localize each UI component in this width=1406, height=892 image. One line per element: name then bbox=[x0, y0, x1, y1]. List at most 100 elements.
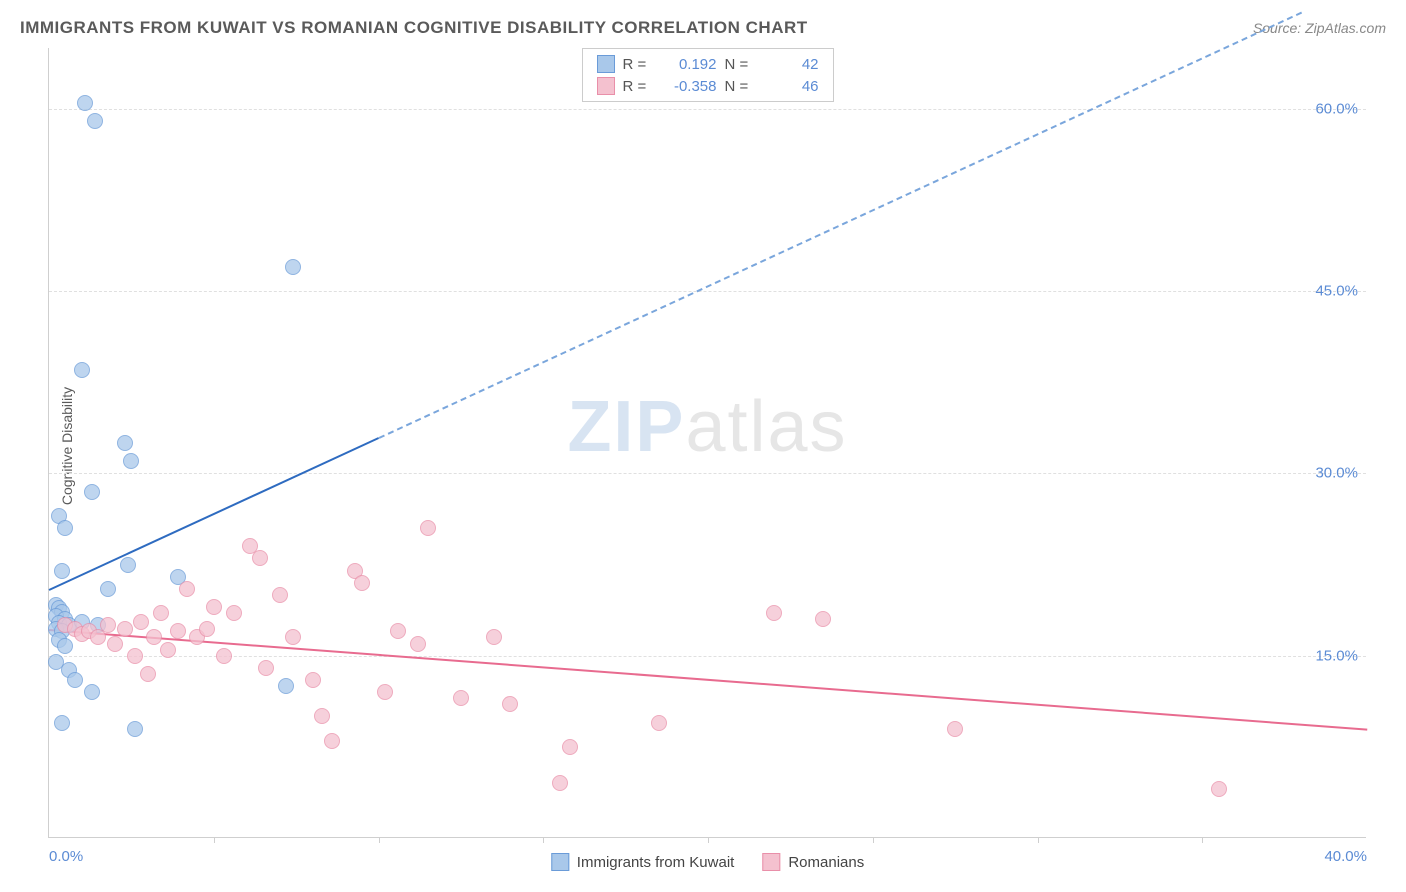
data-point bbox=[390, 623, 406, 639]
data-point bbox=[100, 581, 116, 597]
data-point bbox=[100, 617, 116, 633]
x-tick-mark bbox=[1038, 837, 1039, 843]
plot-area: ZIPatlas R = 0.192 N = 42 R = -0.358 N =… bbox=[48, 48, 1366, 838]
legend-row-series1: R = 0.192 N = 42 bbox=[583, 53, 833, 75]
data-point bbox=[160, 642, 176, 658]
data-point bbox=[285, 259, 301, 275]
data-point bbox=[377, 684, 393, 700]
data-point bbox=[258, 660, 274, 676]
data-point bbox=[153, 605, 169, 621]
data-point bbox=[57, 638, 73, 654]
x-tick-label: 0.0% bbox=[49, 848, 83, 865]
gridline bbox=[49, 291, 1366, 292]
header: IMMIGRANTS FROM KUWAIT VS ROMANIAN COGNI… bbox=[20, 18, 1386, 38]
data-point bbox=[54, 715, 70, 731]
data-point bbox=[107, 636, 123, 652]
data-point bbox=[77, 95, 93, 111]
chart-title: IMMIGRANTS FROM KUWAIT VS ROMANIAN COGNI… bbox=[20, 18, 808, 38]
data-point bbox=[552, 775, 568, 791]
y-tick-label: 30.0% bbox=[1315, 465, 1358, 482]
data-point bbox=[1211, 781, 1227, 797]
x-tick-mark bbox=[379, 837, 380, 843]
gridline bbox=[49, 656, 1366, 657]
data-point bbox=[199, 621, 215, 637]
legend-label: Romanians bbox=[788, 854, 864, 871]
x-tick-mark bbox=[708, 837, 709, 843]
legend-swatch-pink bbox=[597, 77, 615, 95]
legend-swatch-blue bbox=[551, 853, 569, 871]
gridline bbox=[49, 109, 1366, 110]
legend-label: Immigrants from Kuwait bbox=[577, 854, 735, 871]
data-point bbox=[123, 453, 139, 469]
trend-line bbox=[378, 12, 1301, 439]
data-point bbox=[252, 550, 268, 566]
legend-item-series2: Romanians bbox=[762, 853, 864, 871]
legend-swatch-pink bbox=[762, 853, 780, 871]
x-tick-label: 40.0% bbox=[1324, 848, 1367, 865]
data-point bbox=[354, 575, 370, 591]
data-point bbox=[87, 113, 103, 129]
legend-row-series2: R = -0.358 N = 46 bbox=[583, 75, 833, 97]
data-point bbox=[216, 648, 232, 664]
y-tick-label: 15.0% bbox=[1315, 647, 1358, 664]
data-point bbox=[57, 520, 73, 536]
data-point bbox=[67, 672, 83, 688]
data-point bbox=[84, 484, 100, 500]
data-point bbox=[453, 690, 469, 706]
data-point bbox=[117, 435, 133, 451]
data-point bbox=[651, 715, 667, 731]
trend-line bbox=[49, 629, 1367, 731]
data-point bbox=[146, 629, 162, 645]
data-point bbox=[140, 666, 156, 682]
data-point bbox=[324, 733, 340, 749]
legend-item-series1: Immigrants from Kuwait bbox=[551, 853, 735, 871]
source-attribution: Source: ZipAtlas.com bbox=[1253, 20, 1386, 36]
correlation-legend: R = 0.192 N = 42 R = -0.358 N = 46 bbox=[582, 48, 834, 102]
x-tick-mark bbox=[214, 837, 215, 843]
data-point bbox=[562, 739, 578, 755]
n-label: N = bbox=[725, 78, 755, 95]
data-point bbox=[314, 708, 330, 724]
data-point bbox=[133, 614, 149, 630]
data-point bbox=[127, 648, 143, 664]
r-value: -0.358 bbox=[661, 78, 717, 95]
watermark-bold: ZIP bbox=[567, 387, 685, 467]
x-tick-mark bbox=[873, 837, 874, 843]
n-label: N = bbox=[725, 56, 755, 73]
data-point bbox=[120, 557, 136, 573]
data-point bbox=[170, 623, 186, 639]
data-point bbox=[127, 721, 143, 737]
x-tick-mark bbox=[543, 837, 544, 843]
data-point bbox=[766, 605, 782, 621]
data-point bbox=[54, 563, 70, 579]
data-point bbox=[179, 581, 195, 597]
y-tick-label: 60.0% bbox=[1315, 100, 1358, 117]
data-point bbox=[410, 636, 426, 652]
watermark: ZIPatlas bbox=[567, 386, 847, 468]
data-point bbox=[117, 621, 133, 637]
legend-swatch-blue bbox=[597, 55, 615, 73]
data-point bbox=[278, 678, 294, 694]
data-point bbox=[947, 721, 963, 737]
r-label: R = bbox=[623, 56, 653, 73]
gridline bbox=[49, 473, 1366, 474]
r-label: R = bbox=[623, 78, 653, 95]
data-point bbox=[486, 629, 502, 645]
watermark-rest: atlas bbox=[685, 387, 847, 467]
x-tick-mark bbox=[1202, 837, 1203, 843]
data-point bbox=[305, 672, 321, 688]
data-point bbox=[502, 696, 518, 712]
y-tick-label: 45.0% bbox=[1315, 283, 1358, 300]
chart-container: IMMIGRANTS FROM KUWAIT VS ROMANIAN COGNI… bbox=[0, 0, 1406, 892]
series-legend: Immigrants from Kuwait Romanians bbox=[551, 853, 864, 871]
data-point bbox=[285, 629, 301, 645]
trend-line bbox=[49, 437, 379, 591]
data-point bbox=[206, 599, 222, 615]
n-value: 42 bbox=[763, 56, 819, 73]
data-point bbox=[815, 611, 831, 627]
r-value: 0.192 bbox=[661, 56, 717, 73]
data-point bbox=[420, 520, 436, 536]
data-point bbox=[84, 684, 100, 700]
data-point bbox=[226, 605, 242, 621]
n-value: 46 bbox=[763, 78, 819, 95]
